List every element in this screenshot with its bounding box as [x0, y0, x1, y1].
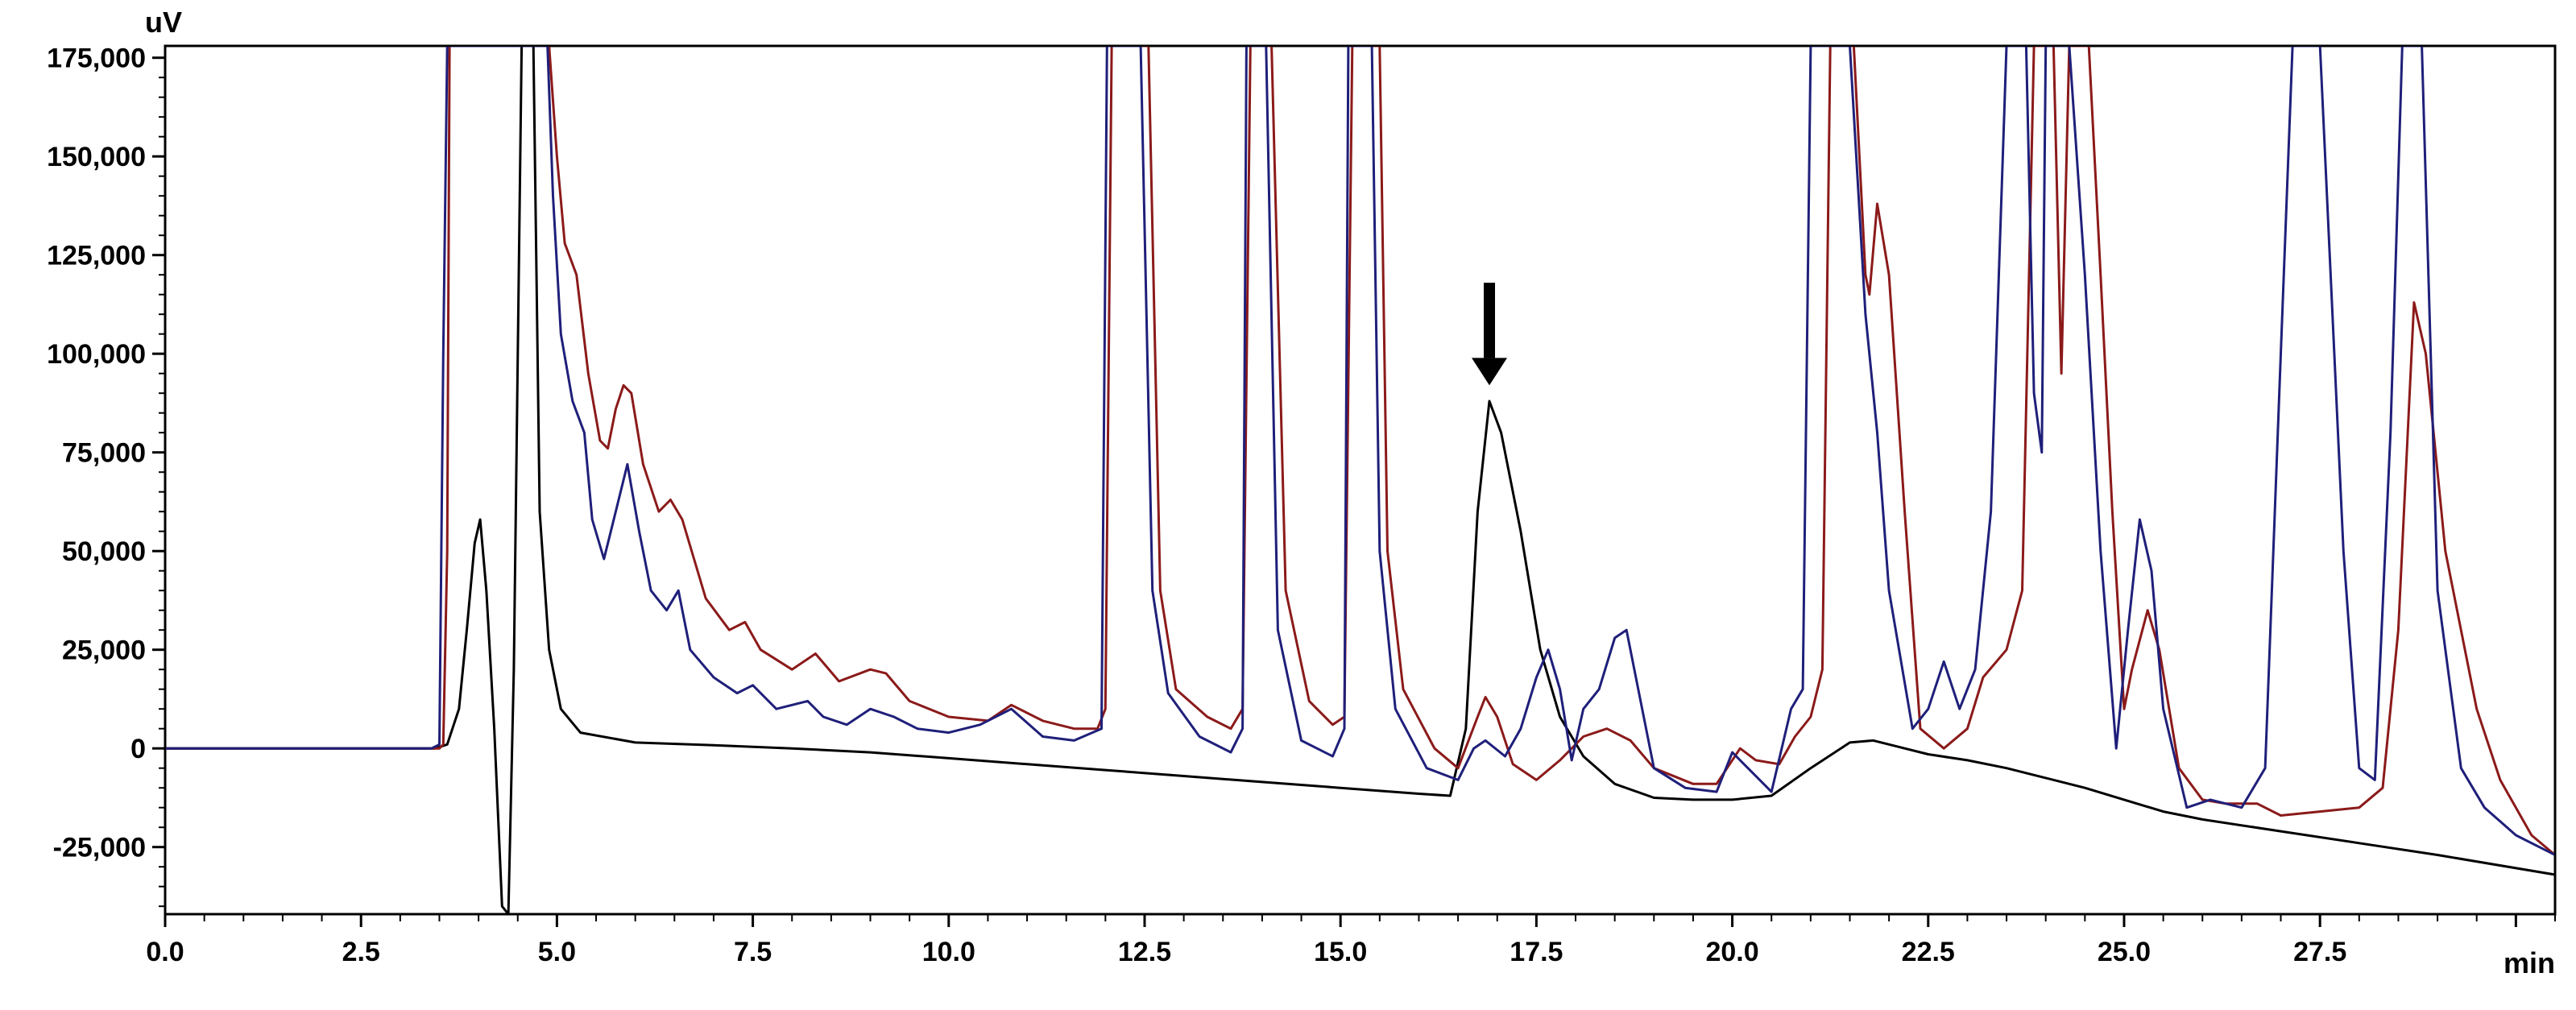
x-tick-label: 22.5	[1902, 937, 1955, 967]
x-tick-label: 27.5	[2293, 937, 2346, 967]
x-tick-label: 17.5	[1510, 937, 1563, 967]
y-tick-label: 75,000	[62, 438, 146, 469]
y-tick-label: 0	[130, 734, 146, 764]
arrow-head	[1472, 358, 1508, 386]
arrow-shaft	[1484, 283, 1496, 358]
trace-line-2	[166, 47, 2554, 856]
trace-line-1	[166, 47, 2554, 913]
x-axis-tick-labels: 0.0 2.5 5.0 7.5 10.0 12.5 15.0 17.5 20.0 22.5 25.0…	[146, 937, 2346, 967]
x-axis-label: min	[2504, 946, 2555, 979]
plot-frame	[164, 44, 2557, 916]
x-tick-label: 5.0	[538, 937, 576, 967]
y-tick-label: 175,000	[47, 43, 146, 74]
x-tick-label: 0.0	[146, 937, 184, 967]
x-tick-label: 20.0	[1705, 937, 1758, 967]
y-tick-label: 125,000	[47, 241, 146, 271]
x-tick-label: 15.0	[1314, 937, 1367, 967]
y-tick-label: -25,000	[53, 833, 146, 863]
x-tick-label: 10.0	[922, 937, 975, 967]
x-tick-label: 2.5	[342, 937, 380, 967]
y-axis-label: uV	[145, 6, 182, 39]
y-tick-label: 100,000	[47, 339, 146, 370]
y-tick-label: 25,000	[62, 635, 146, 666]
chromatogram-traces	[166, 47, 2554, 913]
y-tick-label: 50,000	[62, 536, 146, 567]
y-axis-tick-labels: 175,000 150,000 125,000 100,000 75,000 50,000…	[47, 43, 146, 863]
y-tick-label: 150,000	[47, 142, 146, 172]
trace-line-3	[166, 47, 2554, 856]
annotations	[1472, 283, 1508, 386]
x-tick-label: 12.5	[1118, 937, 1171, 967]
x-tick-label: 25.0	[2098, 937, 2151, 967]
y-axis-ticks	[152, 56, 165, 908]
x-tick-label: 7.5	[734, 937, 772, 967]
x-axis-ticks	[164, 914, 2556, 927]
